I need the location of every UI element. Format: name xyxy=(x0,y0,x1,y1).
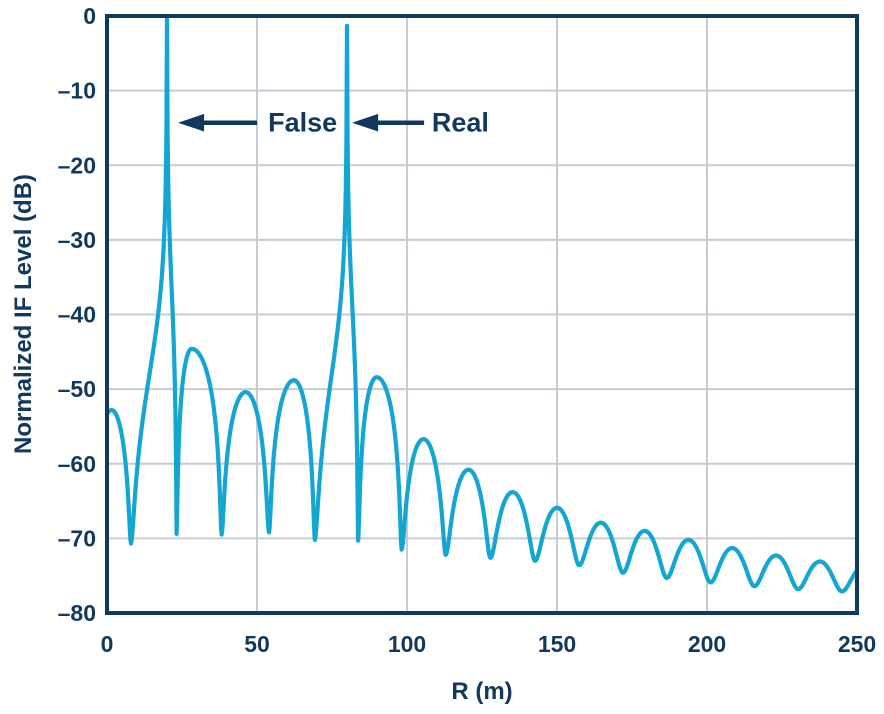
y-tick-label: –10 xyxy=(58,78,96,104)
x-tick-label: 150 xyxy=(538,631,576,657)
series-layer xyxy=(104,13,860,594)
annotation-layer: False Real xyxy=(178,108,489,138)
y-tick-label: –20 xyxy=(58,152,96,178)
x-tick-label: 0 xyxy=(101,631,114,657)
y-tick-label: –80 xyxy=(58,600,96,626)
y-tick-label: 0 xyxy=(83,3,96,29)
y-tick-label: –70 xyxy=(58,525,96,551)
tick-labels-layer: 0 50 100 150 200 250 0 –10 –20 –30 –40 –50 –60 –70 –80 xyxy=(58,3,877,657)
y-tick-label: –60 xyxy=(58,451,96,477)
annotation-arrowhead-false xyxy=(178,113,205,132)
if-spectrum-curve xyxy=(104,13,860,594)
annotation-label-real: Real xyxy=(432,108,489,138)
plot-border xyxy=(105,14,859,615)
y-tick-label: –50 xyxy=(58,376,96,402)
x-tick-label: 50 xyxy=(244,631,270,657)
y-axis-title: Normalized IF Level (dB) xyxy=(10,174,37,454)
x-tick-label: 250 xyxy=(838,631,876,657)
y-tick-label: –30 xyxy=(58,227,96,253)
grid-layer xyxy=(107,16,857,613)
x-axis-title: R (m) xyxy=(451,678,512,705)
annotation-label-false: False xyxy=(268,108,337,138)
y-tick-label: –40 xyxy=(58,302,96,328)
annotation-arrowhead-real xyxy=(352,113,379,132)
x-tick-label: 200 xyxy=(688,631,726,657)
x-tick-label: 100 xyxy=(388,631,426,657)
